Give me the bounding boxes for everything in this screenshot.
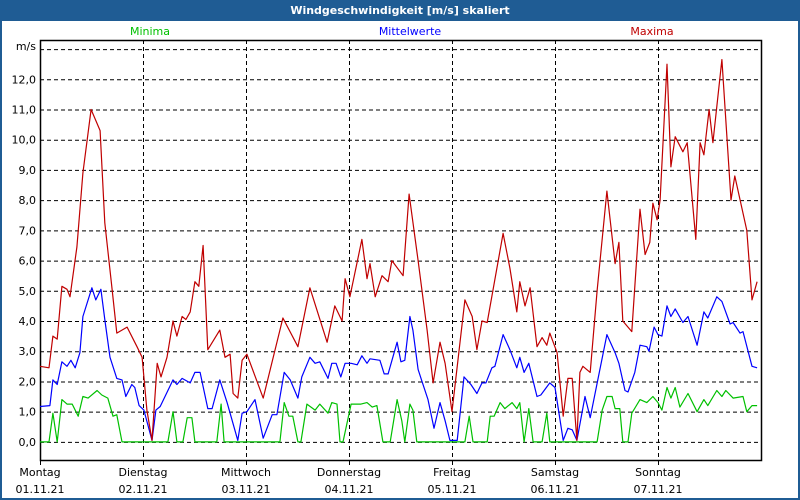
x-label-day-name: Dienstag: [118, 466, 168, 479]
x-label-date: 07.11.21: [633, 483, 683, 496]
x-label-date: 03.11.21: [221, 483, 271, 496]
x-label-date: 05.11.21: [427, 483, 477, 496]
x-label-date: 04.11.21: [324, 483, 374, 496]
y-tick-label: 2,0: [19, 375, 37, 388]
series-line-minima: [40, 386, 758, 443]
y-axis-unit-label: m/s: [16, 40, 36, 53]
x-label-day-name: Freitag: [433, 466, 471, 479]
x-label-day-name: Mittwoch: [221, 466, 271, 479]
chart-title: Windgeschwindigkeit [m/s] skaliert: [0, 0, 800, 21]
legend-minima: Minima: [129, 25, 171, 38]
series-line-mittelwerte: [39, 287, 758, 441]
y-tick-label: 12,0: [12, 73, 37, 86]
y-tick-label: 4,0: [19, 315, 37, 328]
x-label-day-name: Montag: [19, 466, 61, 479]
y-tick-label: 7,0: [19, 224, 37, 237]
x-label-day-name: Donnerstag: [316, 466, 382, 479]
series-line-maxima: [39, 58, 758, 441]
plot-frame: [39, 39, 763, 462]
legend-mittelwerte: Mittelwerte: [378, 25, 442, 38]
y-tick-label: 3,0: [19, 345, 37, 358]
x-label-day-name: Samstag: [530, 466, 580, 479]
y-tick-label: 9,0: [19, 164, 37, 177]
y-tick-label: 1,0: [19, 406, 37, 419]
y-tick-label: 10,0: [12, 134, 37, 147]
x-label-date: 01.11.21: [15, 483, 65, 496]
x-label-date: 06.11.21: [530, 483, 580, 496]
y-tick-label: 0,0: [19, 436, 37, 449]
y-tick-label: 11,0: [12, 103, 37, 116]
y-tick-label: 8,0: [19, 194, 37, 207]
y-tick-label: 6,0: [19, 255, 37, 268]
y-tick-label: 5,0: [19, 285, 37, 298]
x-label-date: 02.11.21: [118, 483, 168, 496]
legend-maxima: Maxima: [630, 25, 674, 38]
x-label-day-name: Sonntag: [635, 466, 681, 479]
